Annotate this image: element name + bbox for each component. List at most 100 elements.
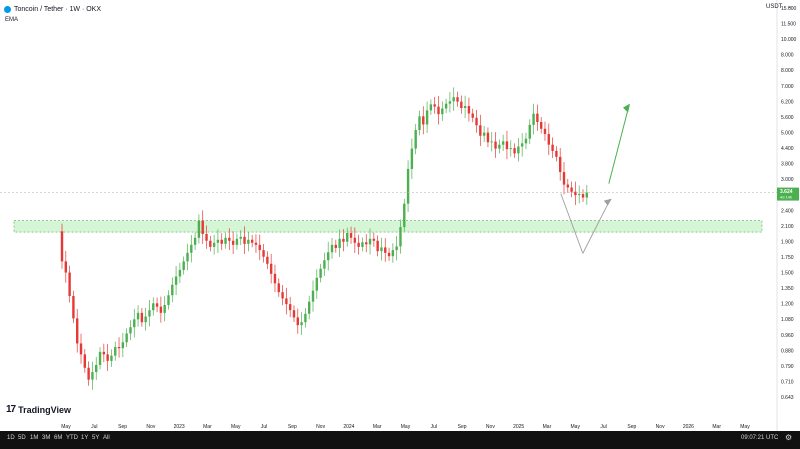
candle-body (304, 313, 307, 323)
candle-body (209, 240, 212, 247)
candle-body (384, 247, 387, 253)
candle-body (505, 141, 509, 150)
candle-body (574, 191, 577, 196)
timeframe-5d[interactable]: 5D (18, 435, 26, 441)
timeframe-1m[interactable]: 1M (30, 435, 39, 441)
candle-body (422, 116, 425, 125)
candle-body (205, 233, 208, 241)
v-arrow-head (603, 198, 612, 206)
candle-body (536, 113, 539, 123)
candle-body (243, 236, 246, 244)
y-tick-label: 8.000 (781, 53, 794, 59)
timeframe-5y[interactable]: 5Y (92, 435, 100, 441)
candle-body (471, 113, 474, 118)
timeframe-3m[interactable]: 3M (42, 435, 51, 441)
chevron-down-icon[interactable]: ⌄ (787, 4, 793, 10)
candle-body (475, 117, 478, 126)
candle-body (467, 105, 471, 114)
candle-body (357, 242, 360, 247)
candle-body (197, 220, 201, 238)
candle-body (418, 116, 421, 130)
symbol-title[interactable]: Toncoin / Tether · 1W · OKX (14, 5, 102, 13)
candle-body (315, 277, 319, 291)
candle-body (216, 239, 220, 243)
candle-body (342, 238, 345, 242)
timeframe-all[interactable]: All (103, 435, 110, 441)
candle-body (570, 187, 573, 192)
candle-body (543, 128, 547, 135)
x-tick-label: Jul (91, 424, 97, 430)
y-tick-label: 1.500 (781, 271, 794, 277)
candle-body (144, 316, 147, 323)
candle-body (482, 132, 486, 136)
x-tick-label: Mar (373, 424, 382, 430)
y-tick-label: 11.500 (781, 22, 796, 28)
currency-unit[interactable]: USDT (766, 4, 783, 10)
candle-body (456, 97, 459, 102)
gear-icon[interactable]: ⚙ (785, 433, 793, 442)
candle-body (532, 113, 535, 125)
candle-body (136, 312, 140, 320)
tradingview-logo: 17 TradingView (6, 404, 71, 415)
candle-body (520, 143, 524, 147)
x-tick-label: May (740, 424, 750, 430)
chart-header[interactable]: Toncoin / Tether · 1W · OKX (4, 3, 101, 15)
x-tick-label: Jul (261, 424, 267, 430)
candle-body (490, 141, 493, 143)
candle-body (79, 343, 83, 355)
candle-body (452, 97, 455, 102)
candle-body (231, 240, 235, 245)
tradingview-mark: 17 (6, 404, 16, 415)
current-price-label-bg (777, 187, 799, 201)
x-tick-label: May (401, 424, 411, 430)
current-price-label: 3.624 (780, 189, 793, 195)
candle-body (269, 263, 273, 274)
indicator-label[interactable]: EMA (5, 17, 19, 23)
candle-body (64, 261, 68, 273)
x-tick-label: 2024 (343, 424, 354, 430)
y-tick-label: 0.710 (781, 379, 794, 385)
x-tick-label: Sep (288, 424, 297, 430)
candle-body (486, 132, 490, 143)
x-tick-label: Sep (458, 424, 467, 430)
candle-body (395, 246, 398, 251)
candle-body (258, 244, 261, 251)
candle-body (410, 148, 414, 169)
x-tick-label: May (231, 424, 241, 430)
candle-body (327, 252, 330, 261)
candle-body (201, 220, 204, 234)
candle-body (91, 372, 94, 380)
timeframe-1d[interactable]: 1D (7, 435, 15, 441)
candle-body (155, 303, 159, 307)
v-arrow-left-leg (560, 193, 584, 254)
candle-body (72, 296, 75, 319)
candle-body (281, 292, 284, 299)
candle-body (517, 146, 520, 154)
ton-icon (4, 5, 11, 13)
candle-body (330, 244, 334, 253)
x-tick-label: Jul (600, 424, 606, 430)
timeframe-1y[interactable]: 1Y (81, 435, 89, 441)
support-zone (13, 220, 763, 233)
timeframe-ytd[interactable]: YTD (66, 435, 78, 441)
y-tick-label: 10.000 (781, 37, 797, 43)
candle-body (114, 346, 117, 356)
candle-body (399, 227, 402, 247)
candle-body (159, 306, 163, 313)
candle-body (220, 239, 223, 244)
utc-clock[interactable]: 09:07:21 UTC (741, 435, 779, 441)
x-tick-label: Sep (627, 424, 636, 430)
candle-body (353, 237, 357, 243)
x-tick-label: Nov (316, 424, 325, 430)
candle-body (562, 172, 566, 185)
candle-body (414, 129, 417, 149)
y-tick-label: 2.400 (781, 208, 794, 214)
projection-arrow-head (623, 103, 630, 113)
candle-body (117, 346, 121, 349)
candle-body (338, 238, 341, 248)
candle-body (323, 260, 326, 269)
candle-body (239, 236, 242, 239)
candle-body (585, 192, 589, 198)
timeframe-6m[interactable]: 6M (54, 435, 63, 441)
